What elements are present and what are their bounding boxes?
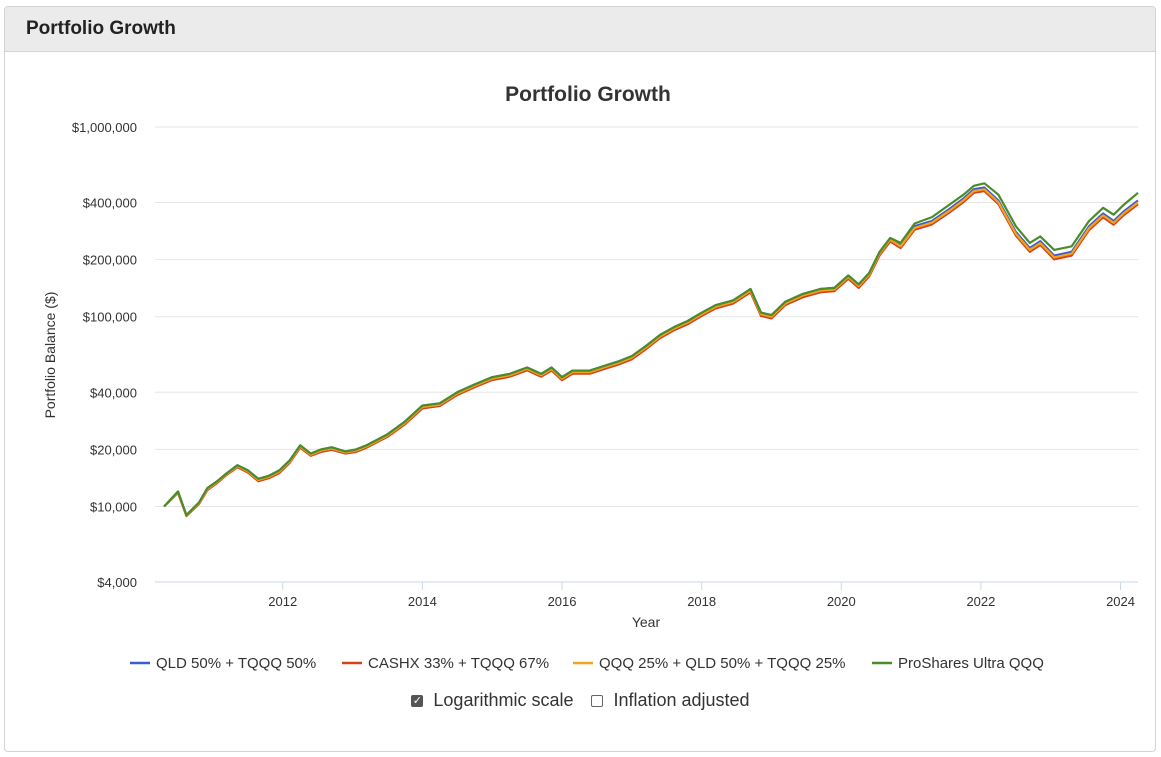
- y-tick-label: $4,000: [97, 575, 137, 590]
- legend-label: ProShares Ultra QQQ: [898, 655, 1044, 672]
- series-line[interactable]: [163, 190, 1139, 518]
- series-lines: [163, 182, 1139, 518]
- x-tick-label: 2016: [548, 594, 577, 609]
- portfolio-growth-panel: Portfolio Growth: [4, 6, 1156, 752]
- y-axis-label: Portfolio Balance ($): [42, 292, 58, 419]
- log-scale-checkbox[interactable]: ✓: [411, 694, 424, 707]
- legend-label: QQQ 25% + QLD 50% + TQQQ 25%: [599, 655, 846, 672]
- x-tick-label: 2022: [966, 594, 995, 609]
- chart-options: ✓ Logarithmic scale Inflation adjusted: [0, 690, 1161, 711]
- series-line[interactable]: [163, 188, 1139, 517]
- legend-item[interactable]: QQQ 25% + QLD 50% + TQQQ 25%: [573, 655, 846, 672]
- x-axis-label: Year: [632, 614, 661, 630]
- series-line[interactable]: [163, 186, 1139, 517]
- x-tick-label: 2020: [827, 594, 856, 609]
- y-tick-label: $40,000: [90, 385, 137, 400]
- y-tick-label: $100,000: [83, 310, 137, 325]
- chart-title: Portfolio Growth: [505, 83, 671, 106]
- log-scale-toggle[interactable]: ✓ Logarithmic scale: [411, 690, 573, 711]
- panel-header: Portfolio Growth: [5, 7, 1155, 52]
- legend-item[interactable]: QLD 50% + TQQQ 50%: [130, 655, 316, 672]
- legend: QLD 50% + TQQQ 50% CASHX 33% + TQQQ 67% QQ…: [130, 655, 1044, 672]
- x-tick-label: 2024: [1106, 594, 1135, 609]
- portfolio-growth-chart: Portfolio Growth $1,000,000 $400,000 $200,…: [42, 83, 1139, 672]
- y-tick-label: $20,000: [90, 442, 137, 457]
- y-tick-label: $200,000: [83, 253, 137, 268]
- x-tick-label: 2018: [687, 594, 716, 609]
- inflation-toggle[interactable]: Inflation adjusted: [591, 690, 750, 711]
- log-scale-label: Logarithmic scale: [433, 690, 574, 710]
- series-line[interactable]: [163, 182, 1139, 517]
- y-tick-label: $10,000: [90, 499, 137, 514]
- legend-item[interactable]: CASHX 33% + TQQQ 67%: [342, 655, 549, 672]
- grid-lines: [155, 126, 1138, 507]
- legend-label: QLD 50% + TQQQ 50%: [156, 655, 316, 672]
- x-axis-ticks: 2012 2014 2016 2018 2020 2022 2024: [268, 582, 1135, 609]
- y-tick-label: $1,000,000: [72, 120, 137, 135]
- legend-label: CASHX 33% + TQQQ 67%: [368, 655, 549, 672]
- y-axis-ticks: $1,000,000 $400,000 $200,000 $100,000 $40,00…: [72, 120, 137, 590]
- x-tick-label: 2014: [408, 594, 437, 609]
- x-tick-label: 2012: [268, 594, 297, 609]
- inflation-label: Inflation adjusted: [613, 690, 750, 710]
- inflation-checkbox[interactable]: [591, 694, 604, 707]
- panel-title: Portfolio Growth: [26, 18, 176, 39]
- legend-item[interactable]: ProShares Ultra QQQ: [872, 655, 1044, 672]
- y-tick-label: $400,000: [83, 196, 137, 211]
